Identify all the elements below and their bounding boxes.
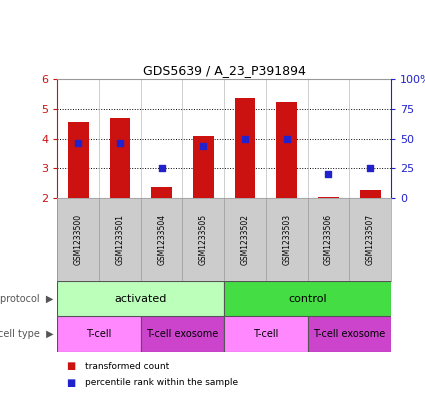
Text: transformed count: transformed count [85, 362, 169, 371]
Bar [57, 281, 224, 316]
Point [200, 143, 207, 149]
Point [116, 140, 123, 147]
Text: GSM1233500: GSM1233500 [74, 214, 83, 265]
Text: T-cell exosome: T-cell exosome [313, 329, 385, 339]
Title: GDS5639 / A_23_P391894: GDS5639 / A_23_P391894 [143, 64, 306, 77]
Bar [141, 316, 224, 352]
Text: GSM1233507: GSM1233507 [366, 214, 375, 265]
Text: GSM1233504: GSM1233504 [157, 214, 166, 265]
Bar [193, 136, 214, 198]
Point [75, 140, 82, 147]
Point [283, 135, 290, 141]
Bar [224, 316, 308, 352]
Bar [151, 187, 172, 198]
Text: GSM1233503: GSM1233503 [282, 214, 291, 265]
Text: cell type  ▶: cell type ▶ [0, 329, 53, 339]
Bar [68, 122, 89, 198]
Text: control: control [288, 294, 327, 304]
Text: T-cell: T-cell [253, 329, 278, 339]
Bar [57, 316, 141, 352]
Text: GSM1233505: GSM1233505 [199, 214, 208, 265]
Text: T-cell exosome: T-cell exosome [146, 329, 218, 339]
Text: ■: ■ [66, 361, 75, 371]
Text: GSM1233501: GSM1233501 [116, 214, 125, 265]
Text: protocol  ▶: protocol ▶ [0, 294, 53, 304]
Text: ■: ■ [66, 378, 75, 387]
Bar [224, 281, 391, 316]
Text: activated: activated [115, 294, 167, 304]
Point [158, 165, 165, 172]
Text: GSM1233502: GSM1233502 [241, 214, 249, 265]
Bar [110, 118, 130, 198]
Bar [276, 102, 297, 198]
Bar [235, 98, 255, 198]
Bar [318, 197, 339, 198]
Text: GSM1233506: GSM1233506 [324, 214, 333, 265]
Text: T-cell: T-cell [86, 329, 112, 339]
Bar [360, 190, 380, 198]
Point [367, 165, 374, 172]
Point [242, 135, 249, 141]
Text: percentile rank within the sample: percentile rank within the sample [85, 378, 238, 387]
Bar [308, 316, 391, 352]
Point [325, 171, 332, 178]
